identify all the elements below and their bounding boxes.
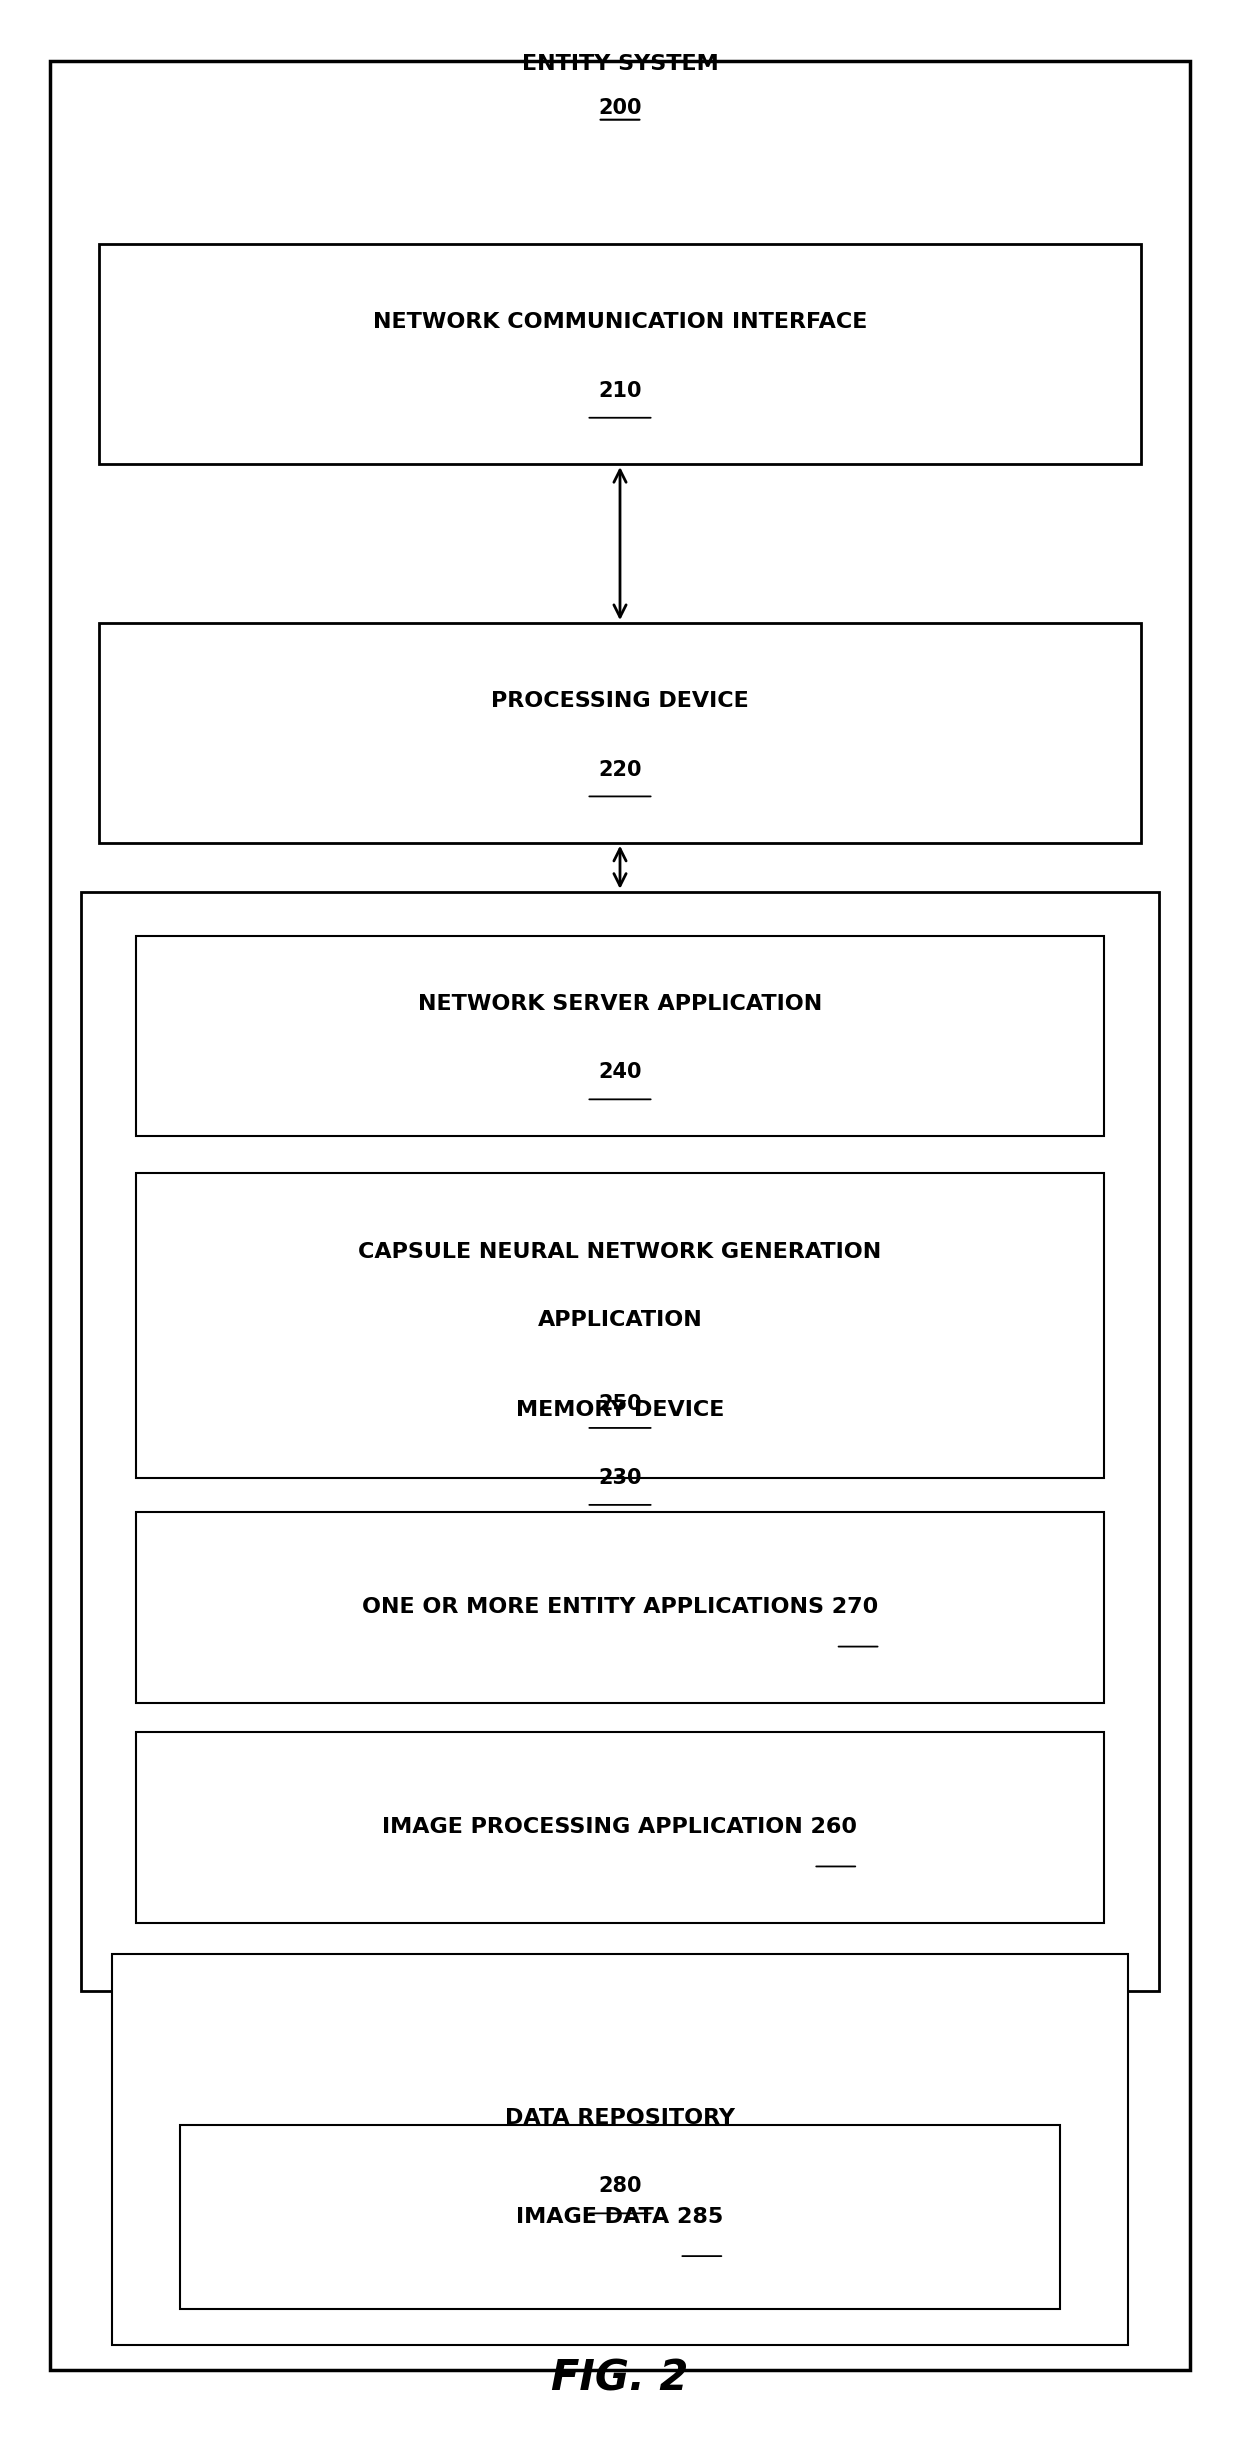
Bar xyxy=(81,892,1159,1991)
Bar xyxy=(99,623,1141,843)
Text: ONE OR MORE ENTITY APPLICATIONS 270: ONE OR MORE ENTITY APPLICATIONS 270 xyxy=(362,1598,878,1617)
Bar xyxy=(180,2125,1060,2309)
Text: ENTITY SYSTEM: ENTITY SYSTEM xyxy=(522,54,718,73)
Text: CAPSULE NEURAL NETWORK GENERATION: CAPSULE NEURAL NETWORK GENERATION xyxy=(358,1241,882,1263)
Text: 200: 200 xyxy=(598,98,642,117)
Text: MEMORY DEVICE: MEMORY DEVICE xyxy=(516,1400,724,1419)
Text: 250: 250 xyxy=(598,1393,642,1414)
Bar xyxy=(136,1173,1104,1478)
Text: 210: 210 xyxy=(598,381,642,401)
Text: 280: 280 xyxy=(598,2177,642,2196)
Text: 220: 220 xyxy=(598,760,642,779)
Bar xyxy=(112,1954,1128,2345)
Text: 230: 230 xyxy=(598,1468,642,1488)
Bar xyxy=(136,1512,1104,1703)
Text: PROCESSING DEVICE: PROCESSING DEVICE xyxy=(491,691,749,711)
Text: DATA REPOSITORY: DATA REPOSITORY xyxy=(505,2108,735,2128)
Bar xyxy=(136,1732,1104,1923)
Text: APPLICATION: APPLICATION xyxy=(538,1309,702,1331)
Text: FIG. 2: FIG. 2 xyxy=(552,2357,688,2399)
Text: IMAGE PROCESSING APPLICATION 260: IMAGE PROCESSING APPLICATION 260 xyxy=(382,1818,858,1837)
Text: NETWORK SERVER APPLICATION: NETWORK SERVER APPLICATION xyxy=(418,994,822,1014)
Text: NETWORK COMMUNICATION INTERFACE: NETWORK COMMUNICATION INTERFACE xyxy=(373,313,867,332)
Text: 240: 240 xyxy=(598,1063,642,1082)
Bar xyxy=(99,244,1141,464)
Text: IMAGE DATA 285: IMAGE DATA 285 xyxy=(516,2206,724,2228)
Bar xyxy=(136,936,1104,1136)
